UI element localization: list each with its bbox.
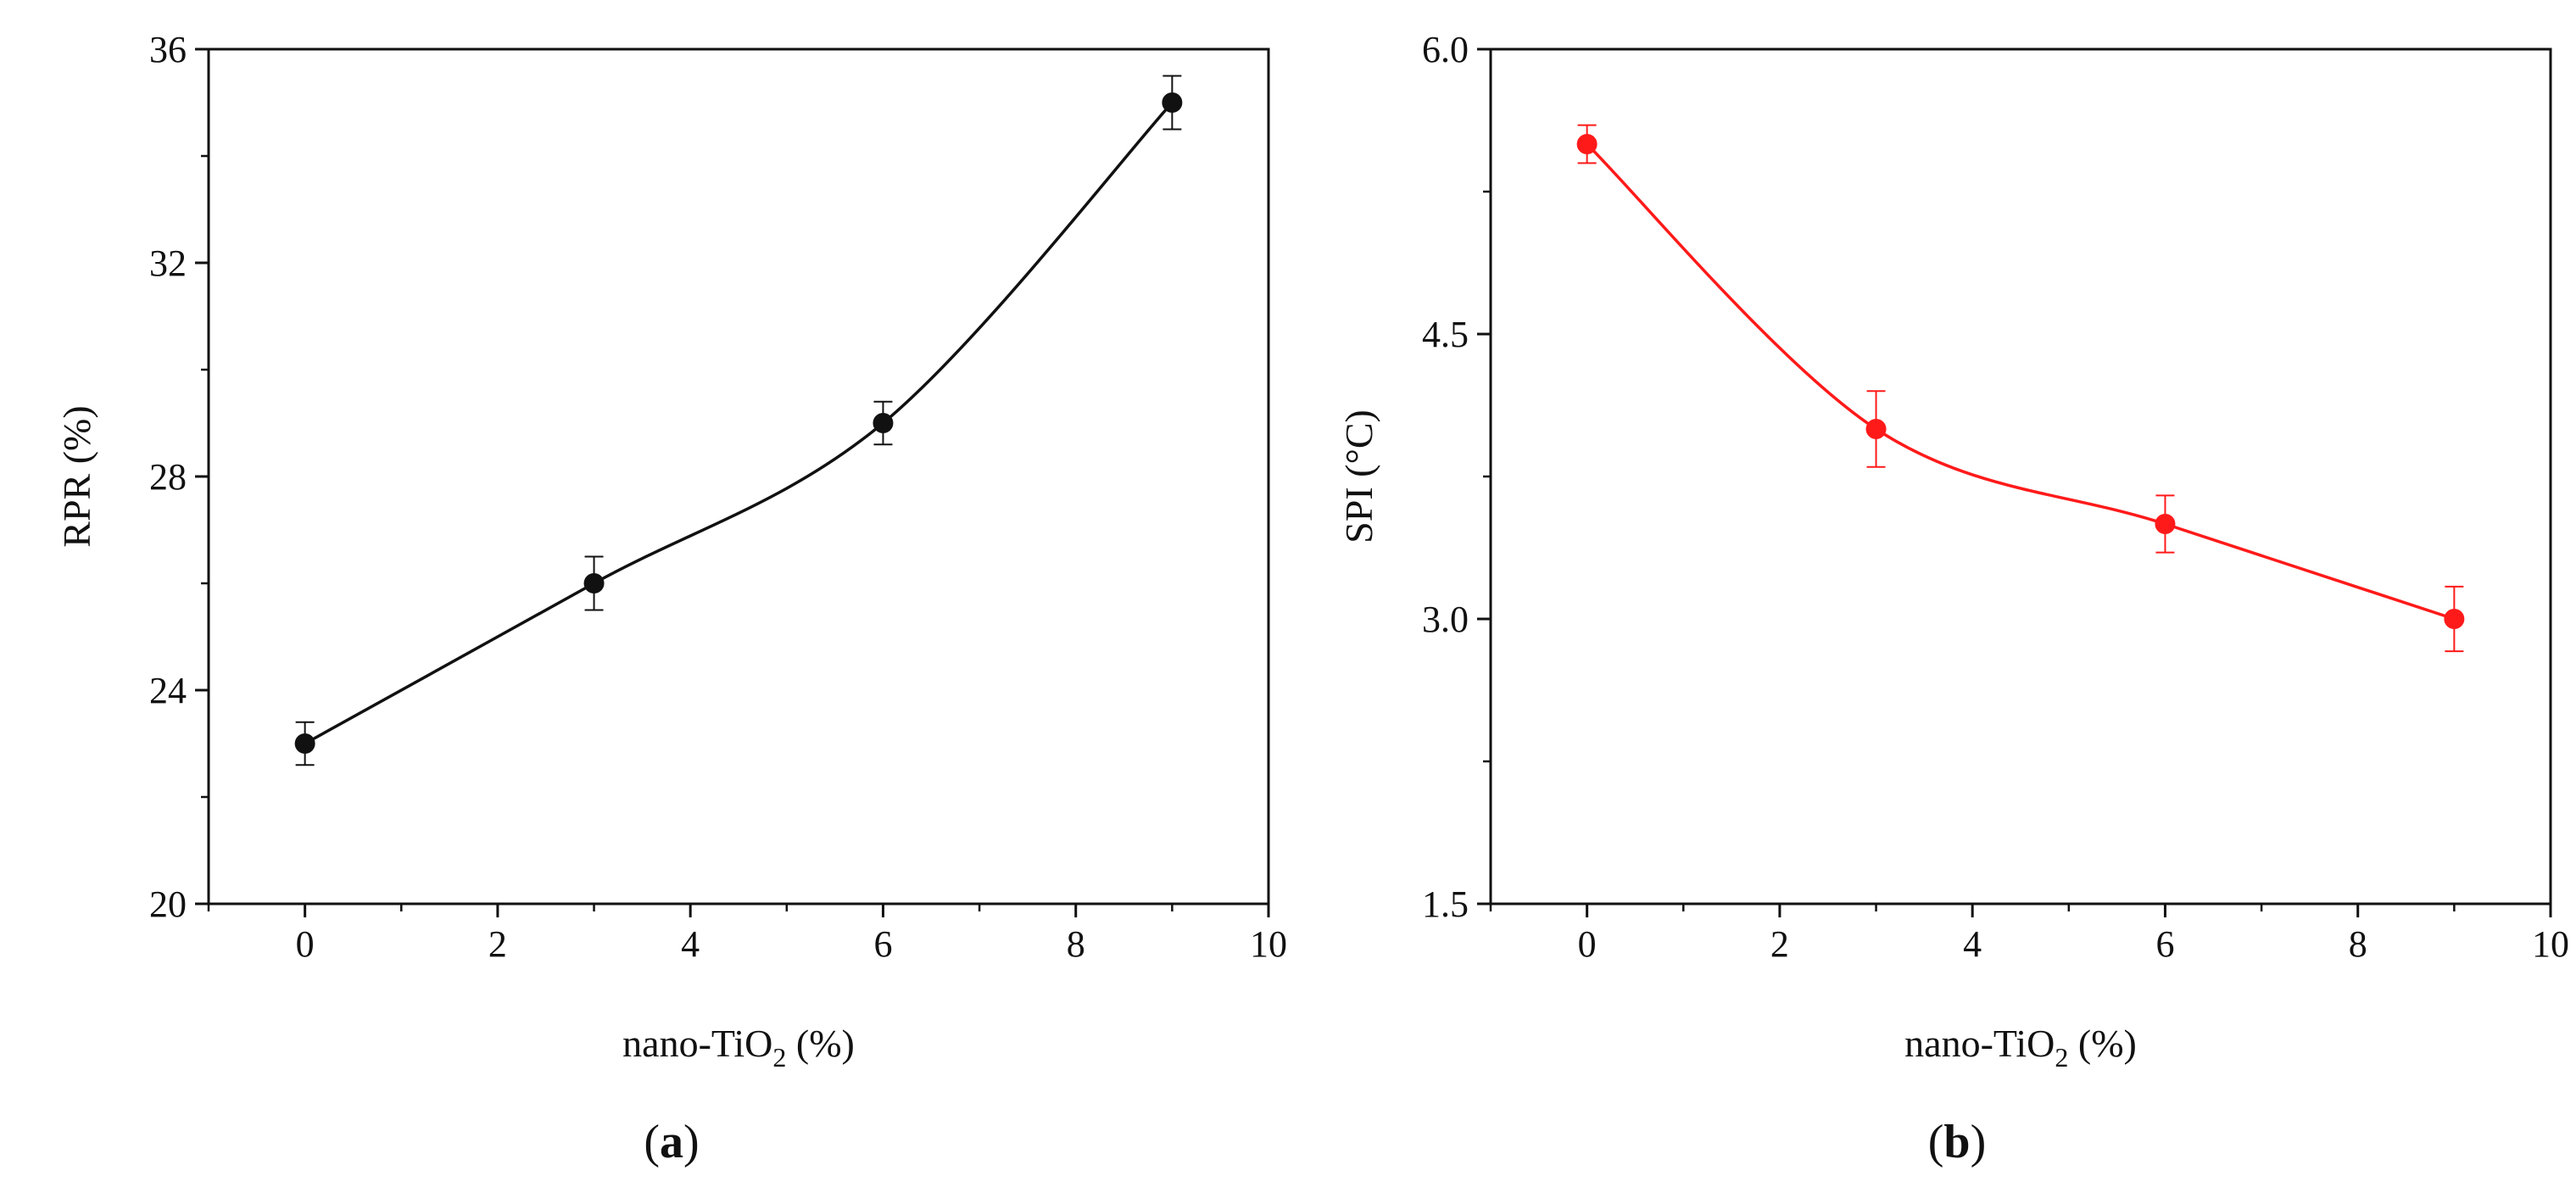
data-point [1162,92,1183,113]
y-tick-label: 32 [149,242,187,284]
x-tick-label: 8 [2349,923,2367,965]
data-point [2155,514,2176,534]
y-axis-label: SPI (°C) [1337,410,1380,543]
x-axis-label: nano-TiO2 (%) [622,1022,855,1073]
x-tick-label: 10 [1250,923,1287,965]
data-point [1865,419,1887,439]
x-tick-label: 2 [1770,923,1789,965]
x-axis-label: nano-TiO2 (%) [1904,1022,2137,1073]
panel-label: (a) [644,1116,699,1168]
series-line [1586,142,2455,621]
data-point [294,733,315,754]
y-tick-label: 28 [149,456,187,498]
x-tick-label: 10 [2532,923,2569,965]
y-tick-label: 20 [149,883,187,925]
x-tick-label: 4 [681,923,700,965]
y-tick-label: 4.5 [1422,314,1469,355]
series-line [304,101,1174,745]
y-tick-label: 1.5 [1422,883,1469,925]
x-tick-label: 0 [1578,923,1597,965]
x-tick-label: 0 [296,923,315,965]
x-tick-label: 8 [1067,923,1085,965]
data-point [583,573,605,594]
y-tick-label: 6.0 [1422,29,1469,70]
x-tick-label: 6 [2155,923,2174,965]
data-point [2444,609,2465,629]
y-tick-label: 24 [149,670,187,711]
plot-frame [1489,47,2552,906]
data-point [873,413,894,433]
chart-panel-b: 0 2 4 6 8 10 1.5 3.0 4.5 6.0 nano-TiO2 (%) SPI (°C)… [1337,29,2569,1168]
x-tick-label: 6 [873,923,892,965]
x-tick-label: 4 [1963,923,1982,965]
x-tick-label: 2 [488,923,507,965]
y-tick-label: 36 [149,29,187,70]
y-tick-label: 3.0 [1422,599,1469,640]
data-point [1576,134,1597,154]
panel-label: (b) [1928,1116,1986,1168]
y-axis-label: RPR (%) [55,405,98,547]
